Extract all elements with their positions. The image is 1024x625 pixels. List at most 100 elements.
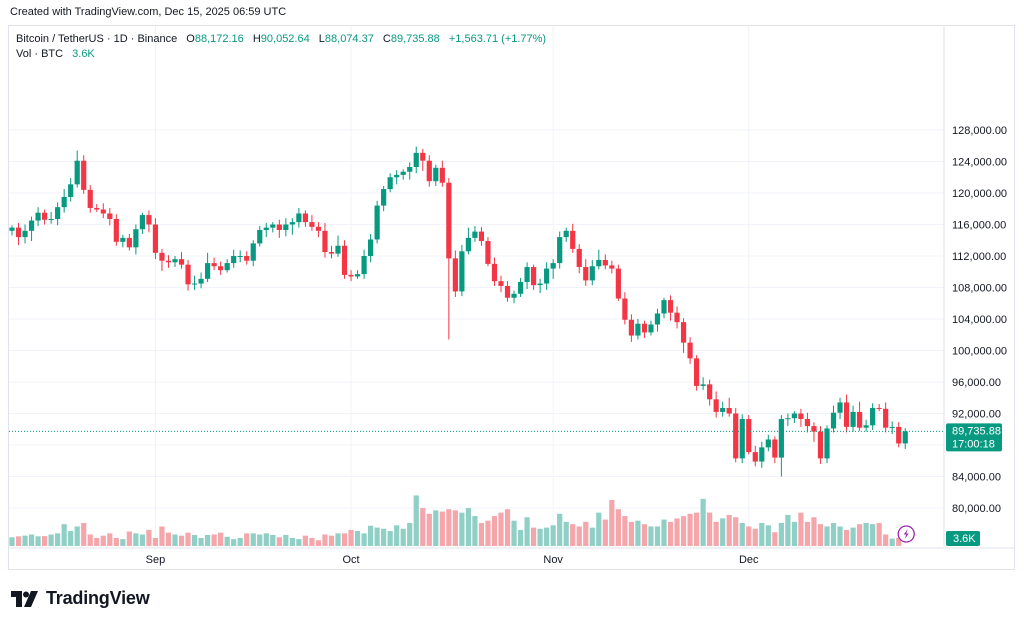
- volume-bar: [387, 531, 393, 546]
- candle-body: [850, 411, 856, 427]
- volume-bar: [74, 526, 80, 546]
- y-tick-label: 120,000.00: [952, 188, 1007, 200]
- volume-bar: [504, 509, 511, 546]
- volume-bar: [139, 534, 145, 546]
- volume-bar: [687, 513, 693, 546]
- y-tick-label: 92,000.00: [952, 409, 1001, 421]
- volume-bar: [785, 514, 791, 546]
- candle-body: [504, 285, 511, 298]
- volume-bar: [713, 521, 719, 546]
- volume-bar: [133, 533, 139, 546]
- last-price-label: 89,735.88: [952, 425, 1001, 437]
- candle-body: [218, 266, 224, 271]
- volume-bar: [739, 523, 745, 546]
- candle-body: [394, 174, 400, 178]
- candle-body: [837, 402, 843, 413]
- close-value: 89,735.88: [390, 33, 440, 45]
- volume-bar: [276, 537, 282, 546]
- volume-bar: [446, 509, 452, 546]
- volume-bar: [889, 538, 895, 546]
- candle-body: [557, 237, 563, 264]
- candle-body: [876, 407, 882, 409]
- tradingview-brand-text: TradingView: [46, 588, 150, 608]
- volume-bar: [218, 532, 224, 546]
- candle-body: [452, 258, 458, 292]
- tradingview-logo[interactable]: TradingView: [10, 588, 150, 609]
- volume-bar: [641, 524, 648, 546]
- candle-body: [517, 281, 524, 294]
- candle-body: [387, 177, 393, 190]
- volume-bar: [485, 520, 491, 546]
- candle-body: [857, 411, 863, 428]
- candle-body: [407, 167, 413, 172]
- volume-bar: [798, 512, 804, 546]
- volume-bar: [126, 531, 132, 546]
- volume-bar: [752, 528, 758, 546]
- candle-body: [563, 230, 569, 238]
- volume-bar: [570, 524, 576, 546]
- countdown-label: 17:00:18: [952, 438, 995, 450]
- volume-bar: [589, 527, 595, 546]
- candle-body: [205, 263, 211, 279]
- volume-legend-row: Vol · BTC 3.6K: [16, 47, 546, 62]
- candle-body: [811, 426, 817, 432]
- candle-body: [733, 413, 739, 459]
- volume-bar: [531, 527, 537, 546]
- candle-body: [739, 419, 745, 459]
- candle-body: [341, 245, 348, 275]
- low-label: L: [318, 33, 325, 45]
- volume-bar: [224, 536, 230, 546]
- y-tick-label: 128,000.00: [952, 125, 1007, 137]
- volume-bar: [654, 526, 661, 546]
- candle-body: [609, 265, 615, 269]
- candle-body: [589, 266, 595, 281]
- candle-body: [694, 358, 700, 386]
- volume-bar: [746, 526, 752, 546]
- legend: Bitcoin / TetherUS · 1D · Binance O88,17…: [16, 32, 546, 62]
- volume-bar: [635, 520, 641, 546]
- candle-body: [133, 229, 139, 248]
- candle-body: [641, 323, 648, 333]
- volume-bar: [596, 512, 602, 546]
- volume-bar: [700, 498, 706, 546]
- volume-bar: [263, 533, 269, 546]
- candle-body: [28, 220, 35, 231]
- candle-body: [55, 207, 61, 219]
- symbol-label[interactable]: Bitcoin / TetherUS · 1D · Binance: [16, 33, 178, 45]
- volume-bar: [107, 533, 113, 546]
- volume-bar: [459, 512, 465, 546]
- volume-bar: [602, 519, 608, 546]
- volume-bar: [661, 519, 667, 546]
- volume-bar: [680, 516, 687, 546]
- candle-body: [413, 152, 419, 168]
- volume-bar: [759, 523, 765, 546]
- candle-body: [172, 259, 178, 263]
- candle-body: [126, 237, 132, 248]
- ohlc-legend-row: Bitcoin / TetherUS · 1D · Binance O88,17…: [16, 32, 546, 47]
- volume-bar: [830, 523, 837, 546]
- volume-bar: [622, 516, 628, 546]
- volume-bar: [100, 535, 106, 546]
- high-value: 90,052.64: [260, 33, 310, 45]
- volume-bar: [354, 531, 361, 546]
- volume-bar: [804, 521, 811, 546]
- volume-bar: [146, 529, 152, 546]
- volume-bar: [368, 525, 374, 546]
- volume-bar: [42, 536, 48, 546]
- candle-body: [778, 419, 784, 458]
- candle-body: [635, 323, 641, 336]
- candle-body: [420, 152, 426, 161]
- y-tick-label: 104,000.00: [952, 314, 1007, 326]
- volume-bar: [765, 525, 771, 546]
- chart-frame[interactable]: [8, 25, 1015, 570]
- candle-body: [100, 209, 106, 214]
- candle-body: [654, 313, 661, 325]
- open-label: O: [186, 33, 195, 45]
- candle-body: [302, 213, 308, 223]
- volume-label[interactable]: Vol · BTC: [16, 48, 64, 60]
- volume-tag: [946, 531, 980, 546]
- candle-body: [902, 431, 908, 444]
- candle-body: [178, 259, 185, 265]
- candle-body: [870, 407, 876, 426]
